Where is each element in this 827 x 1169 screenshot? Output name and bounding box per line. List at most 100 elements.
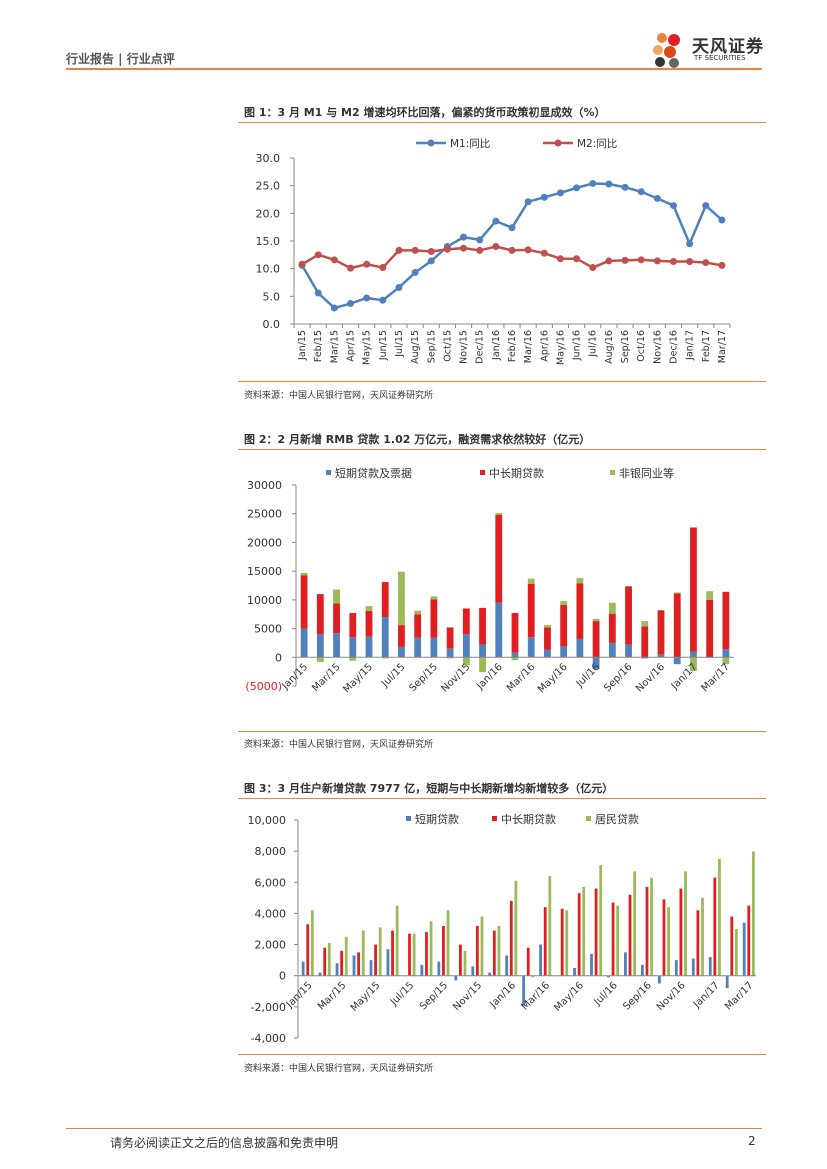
bar-segment [414,637,422,658]
bar [713,877,717,976]
bar [475,925,479,976]
y-tick-label: 0 [275,651,282,664]
data-point [686,257,694,265]
bar-segment [690,651,697,658]
x-tick-label: Mar/16 [505,662,538,695]
bar [369,960,373,976]
bar-segment [430,637,438,658]
bar [335,963,339,976]
disclaimer-text: 请务必阅读正文之后的信息披露和免责申明 [110,1136,339,1150]
legend-label: 中长期贷款 [489,466,544,480]
x-tick-label: Apr/15 [346,330,357,362]
bar [708,957,712,976]
bar-segment [300,572,308,576]
company-logo: 天风证券 TF SECURITIES [650,30,770,70]
bar-segment [722,591,730,650]
data-point [524,198,532,206]
data-point [718,261,726,269]
bar [657,975,661,984]
bar-segment [625,586,632,645]
x-tick-label: Sep/15 [408,662,440,694]
bar-segment [414,614,422,638]
bar-segment [316,634,324,658]
x-tick-label: Oct/15 [442,330,453,362]
data-point [653,257,661,265]
data-point [330,256,338,264]
bar-segment [462,634,470,658]
data-point [637,256,645,264]
y-tick-label: 30.0 [256,152,281,165]
data-point [314,289,322,297]
bar-segment [625,586,632,587]
x-tick-label: Nov/16 [634,662,667,695]
x-tick-label: Nov/16 [652,330,663,364]
bar-segment [446,648,454,658]
x-tick-label: Jul/16 [588,330,599,358]
x-tick-label: Dec/15 [475,330,486,364]
y-tick-label: 25.0 [256,180,281,193]
bar [480,916,484,976]
legend-swatch [326,470,331,475]
bar-segment [657,610,665,655]
figure1-chart: 30.0 25.0 20.0 15.0 10.0 5.0 0.0 Jan/15 Feb/15 Ma… [256,137,731,365]
data-point [476,246,484,254]
figure3-bottom-rule [238,1054,766,1055]
x-tick-label: Sep/16 [621,980,653,1012]
legend-marker [427,139,435,147]
header-rule [66,68,762,70]
bar-segment [365,636,373,658]
data-point [508,246,516,254]
bar [454,975,458,981]
bar [573,967,576,976]
bar [684,871,687,976]
bar [412,933,416,976]
bar-segment [690,527,697,652]
data-point [427,257,435,265]
bar [594,888,598,976]
bar [514,880,518,976]
bar-segment [446,657,454,659]
x-tick-label: Jun/15 [378,330,389,361]
bar [539,944,543,976]
bar [667,907,670,976]
bar [548,876,552,976]
figure2-top-rule [238,449,766,450]
bar-segment [544,625,551,628]
x-tick-label: May/16 [555,330,566,365]
bar [645,886,649,976]
bar [522,975,526,1006]
bar-segment [316,594,324,635]
legend-swatch [406,816,411,821]
bar-segment [673,593,681,658]
bar-segment [333,603,340,634]
y-tick-label: -4,000 [251,1032,286,1045]
y-tick-label: 0.0 [263,318,281,331]
bar-segment [381,617,389,658]
bar [701,897,704,976]
bar-segment [381,657,389,659]
x-tick-label: Jul/15 [379,662,407,690]
y-tick-label: (5000) [245,680,282,693]
bar [747,905,751,976]
bar-segment [430,596,438,600]
bar-segment [462,608,470,635]
legend-swatch [610,470,615,475]
x-tick-label: Sep/16 [620,330,631,363]
logo-subtitle: TF SECURITIES [694,54,746,62]
series-line [300,182,723,310]
bar-segment [592,657,600,669]
data-point [637,188,645,196]
x-tick-label: Jun/16 [572,330,583,361]
y-tick-label: 0 [279,970,286,983]
logo-mark-icon [653,33,680,68]
bar-segment [479,657,486,673]
bar-segment [398,646,405,658]
bar [628,894,632,976]
bar [505,955,509,976]
bar-segment [479,644,486,658]
figure2-bottom-rule [238,731,766,732]
x-tick-label: Nov/15 [459,330,470,364]
x-tick-label: Feb/16 [507,330,518,362]
x-tick-label: Mar/15 [329,330,340,363]
x-tick-label: Sep/15 [418,980,450,1012]
